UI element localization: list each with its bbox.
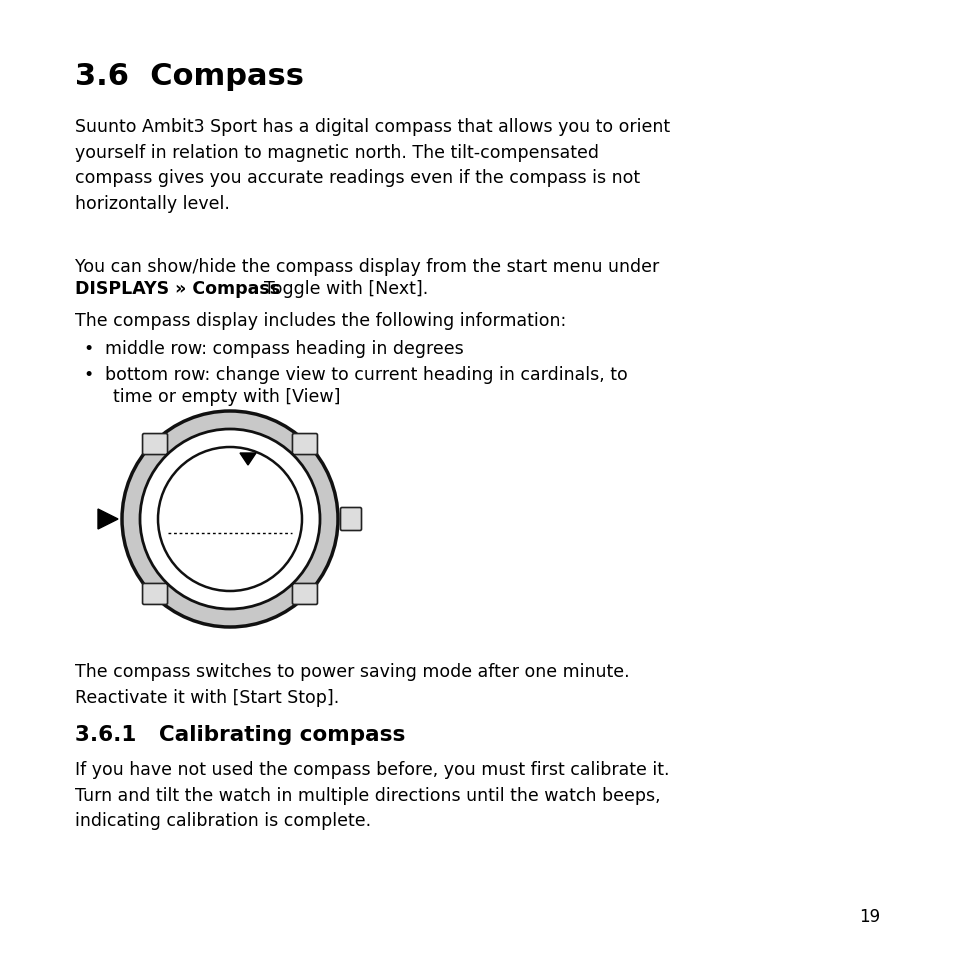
Text: bottom row: change view to current heading in cardinals, to: bottom row: change view to current headi…	[105, 366, 627, 384]
Text: Suunto Ambit3 Sport has a digital compass that allows you to orient
yourself in : Suunto Ambit3 Sport has a digital compas…	[75, 118, 669, 213]
FancyBboxPatch shape	[142, 434, 168, 456]
Text: time or empty with [View]: time or empty with [View]	[112, 388, 340, 406]
FancyBboxPatch shape	[340, 508, 361, 531]
Circle shape	[158, 448, 302, 592]
Text: If you have not used the compass before, you must first calibrate it.
Turn and t: If you have not used the compass before,…	[75, 760, 669, 829]
Text: 19: 19	[858, 907, 879, 925]
Text: 273°: 273°	[198, 497, 261, 522]
Text: DISPLAYS » Compass: DISPLAYS » Compass	[75, 280, 280, 297]
Polygon shape	[98, 510, 118, 530]
FancyBboxPatch shape	[293, 434, 317, 456]
Text: . Toggle with [Next].: . Toggle with [Next].	[253, 280, 428, 297]
Text: 3.6.1   Calibrating compass: 3.6.1 Calibrating compass	[75, 724, 405, 744]
Circle shape	[122, 412, 337, 627]
Text: The compass display includes the following information:: The compass display includes the followi…	[75, 312, 566, 330]
Text: 3.6  Compass: 3.6 Compass	[75, 62, 304, 91]
Polygon shape	[240, 454, 255, 465]
Text: •: •	[83, 339, 93, 357]
FancyBboxPatch shape	[142, 584, 168, 605]
Text: ┌: ┌	[168, 465, 174, 476]
Text: •: •	[83, 366, 93, 384]
Text: The compass switches to power saving mode after one minute.
Reactivate it with [: The compass switches to power saving mod…	[75, 662, 629, 706]
FancyBboxPatch shape	[293, 584, 317, 605]
Text: middle row: compass heading in degrees: middle row: compass heading in degrees	[105, 339, 463, 357]
Text: You can show/hide the compass display from the start menu under: You can show/hide the compass display fr…	[75, 257, 659, 275]
Text: NW: NW	[220, 541, 239, 552]
Circle shape	[140, 430, 319, 609]
